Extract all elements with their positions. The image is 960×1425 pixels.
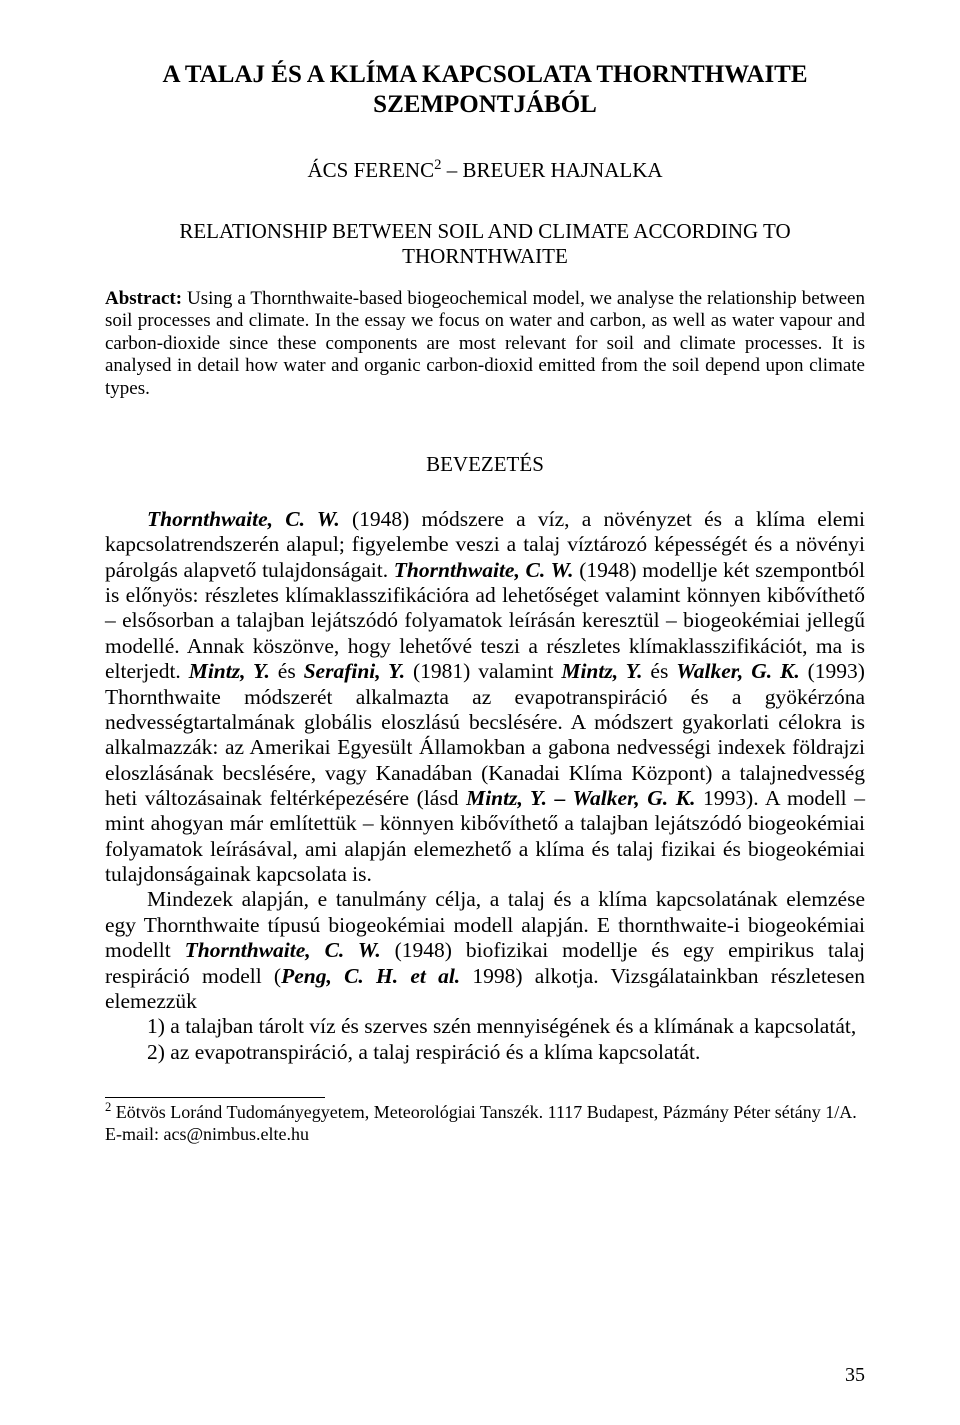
list-item-1: 1) a talajban tárolt víz és szerves szén… [147, 1014, 865, 1039]
p1-text-4: (1981) valamint [405, 659, 561, 683]
cite-walker-1: Walker, G. K. [676, 659, 800, 683]
abstract-label: Abstract: [105, 288, 182, 309]
cite-thornthwaite-2: Thornthwaite, C. W. [394, 558, 574, 582]
title-line2: SZEMPONTJÁBÓL [373, 91, 597, 118]
paragraph-2: Mindezek alapján, e tanulmány célja, a t… [105, 887, 865, 1014]
section-heading: BEVEZETÉS [105, 452, 865, 477]
paragraph-1: Thornthwaite, C. W. (1948) módszere a ví… [105, 507, 865, 887]
title-line1: A TALAJ ÉS A KLÍMA KAPCSOLATA THORNTHWAI… [162, 61, 807, 88]
cite-peng: Peng, C. H. et al. [281, 964, 460, 988]
numbered-list: 1) a talajban tárolt víz és szerves szén… [105, 1014, 865, 1065]
cite-thornthwaite-1: Thornthwaite, C. W. [147, 507, 340, 531]
authors-line: ÁCS FERENC2 – BREUER HAJNALKA [105, 157, 865, 183]
footnote: 2 Eötvös Loránd Tudományegyetem, Meteoro… [105, 1100, 865, 1145]
author-2: – BREUER HAJNALKA [441, 158, 662, 182]
abstract-paragraph: Abstract: Using a Thornthwaite-based bio… [105, 288, 865, 400]
p1-text-5: és [643, 659, 677, 683]
list-item-2: 2) az evapotranspiráció, a talaj respirá… [147, 1040, 865, 1065]
p1-text-3: és [270, 659, 304, 683]
paper-title: A TALAJ ÉS A KLÍMA KAPCSOLATA THORNTHWAI… [105, 60, 865, 119]
cite-thornthwaite-3: Thornthwaite, C. W. [185, 938, 381, 962]
author-1: ÁCS FERENC [307, 158, 434, 182]
cite-serafini: Serafini, Y. [304, 659, 405, 683]
cite-mintz-walker: Mintz, Y. – Walker, G. K. [466, 786, 695, 810]
footnote-divider [105, 1097, 325, 1098]
page-number: 35 [845, 1364, 865, 1387]
cite-mintz-1: Mintz, Y. [189, 659, 270, 683]
cite-mintz-2: Mintz, Y. [561, 659, 642, 683]
footnote-text: Eötvös Loránd Tudományegyetem, Meteoroló… [105, 1102, 857, 1144]
paper-subtitle: RELATIONSHIP BETWEEN SOIL AND CLIMATE AC… [105, 219, 865, 269]
abstract-text: Using a Thornthwaite-based biogeochemica… [105, 288, 865, 399]
